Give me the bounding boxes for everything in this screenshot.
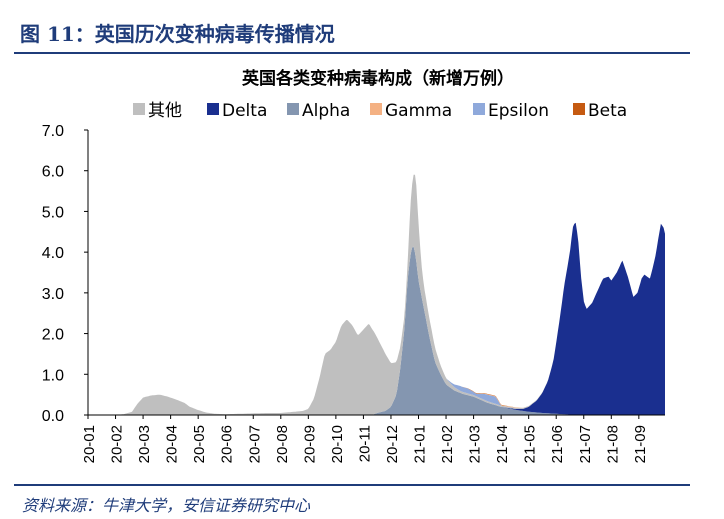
x-tick-label: 21-08 xyxy=(604,425,621,463)
legend-swatch xyxy=(287,103,299,115)
y-tick-label: 1.0 xyxy=(42,367,64,384)
series-area-delta xyxy=(88,222,665,415)
legend-swatch xyxy=(473,103,485,115)
y-tick-label: 6.0 xyxy=(42,164,64,181)
chart-legend: 其他 Delta Alpha Gamma Epsilon Beta xyxy=(133,101,627,121)
y-tick-label: 2.0 xyxy=(42,327,64,344)
legend-label: Alpha xyxy=(302,101,350,121)
y-tick-label: 7.0 xyxy=(42,123,64,140)
x-tick-label: 20-04 xyxy=(164,425,181,463)
x-tick-label: 21-09 xyxy=(632,425,649,463)
x-tick-label: 20-10 xyxy=(329,425,346,463)
y-tick-label: 4.0 xyxy=(42,245,64,262)
chart-title: 英国各类变种病毒构成（新增万例） xyxy=(242,68,514,89)
x-tick-label: 20-06 xyxy=(219,425,236,463)
x-tick-label: 21-07 xyxy=(577,425,594,463)
y-tick-label: 0.0 xyxy=(42,408,64,425)
legend-swatch xyxy=(370,103,382,115)
x-tick-label: 20-08 xyxy=(274,425,291,463)
title-divider xyxy=(14,52,690,54)
x-tick-label: 21-03 xyxy=(467,425,484,463)
x-tick-label: 20-07 xyxy=(246,425,263,463)
figure-title: 图 11：英国历次变种病毒传播情况 xyxy=(20,22,335,46)
x-tick-label: 21-01 xyxy=(412,425,429,463)
legend-swatch xyxy=(573,103,585,115)
legend-label: Epsilon xyxy=(488,101,549,121)
x-tick-label: 20-09 xyxy=(301,425,318,463)
series-area-other xyxy=(88,174,665,415)
source-note: 资料来源：牛津大学，安信证券研究中心 xyxy=(22,496,311,515)
legend-label: Gamma xyxy=(385,101,452,121)
x-tick-label: 20-01 xyxy=(81,425,98,463)
y-tick-label: 5.0 xyxy=(42,204,64,221)
x-tick-label: 20-12 xyxy=(384,425,401,463)
x-tick-label: 21-04 xyxy=(494,425,511,463)
axes: 0.0 1.0 2.0 3.0 4.0 5.0 6.0 7.0 20-01 20-02 20-03 2… xyxy=(42,123,665,463)
plot-area xyxy=(88,174,665,415)
x-tick-label: 20-03 xyxy=(136,425,153,463)
x-tick-label: 21-05 xyxy=(522,425,539,463)
x-tick-label: 20-02 xyxy=(109,425,126,463)
footer-divider xyxy=(14,484,690,486)
legend-swatch xyxy=(133,103,145,115)
x-tick-label: 21-02 xyxy=(439,425,456,463)
x-tick-label: 21-06 xyxy=(549,425,566,463)
x-tick-label: 20-11 xyxy=(356,425,373,462)
legend-label: 其他 xyxy=(148,101,182,121)
legend-swatch xyxy=(207,103,219,115)
y-tick-label: 3.0 xyxy=(42,286,64,303)
legend-label: Delta xyxy=(222,101,267,121)
x-tick-label: 20-05 xyxy=(191,425,208,463)
legend-label: Beta xyxy=(588,101,627,121)
